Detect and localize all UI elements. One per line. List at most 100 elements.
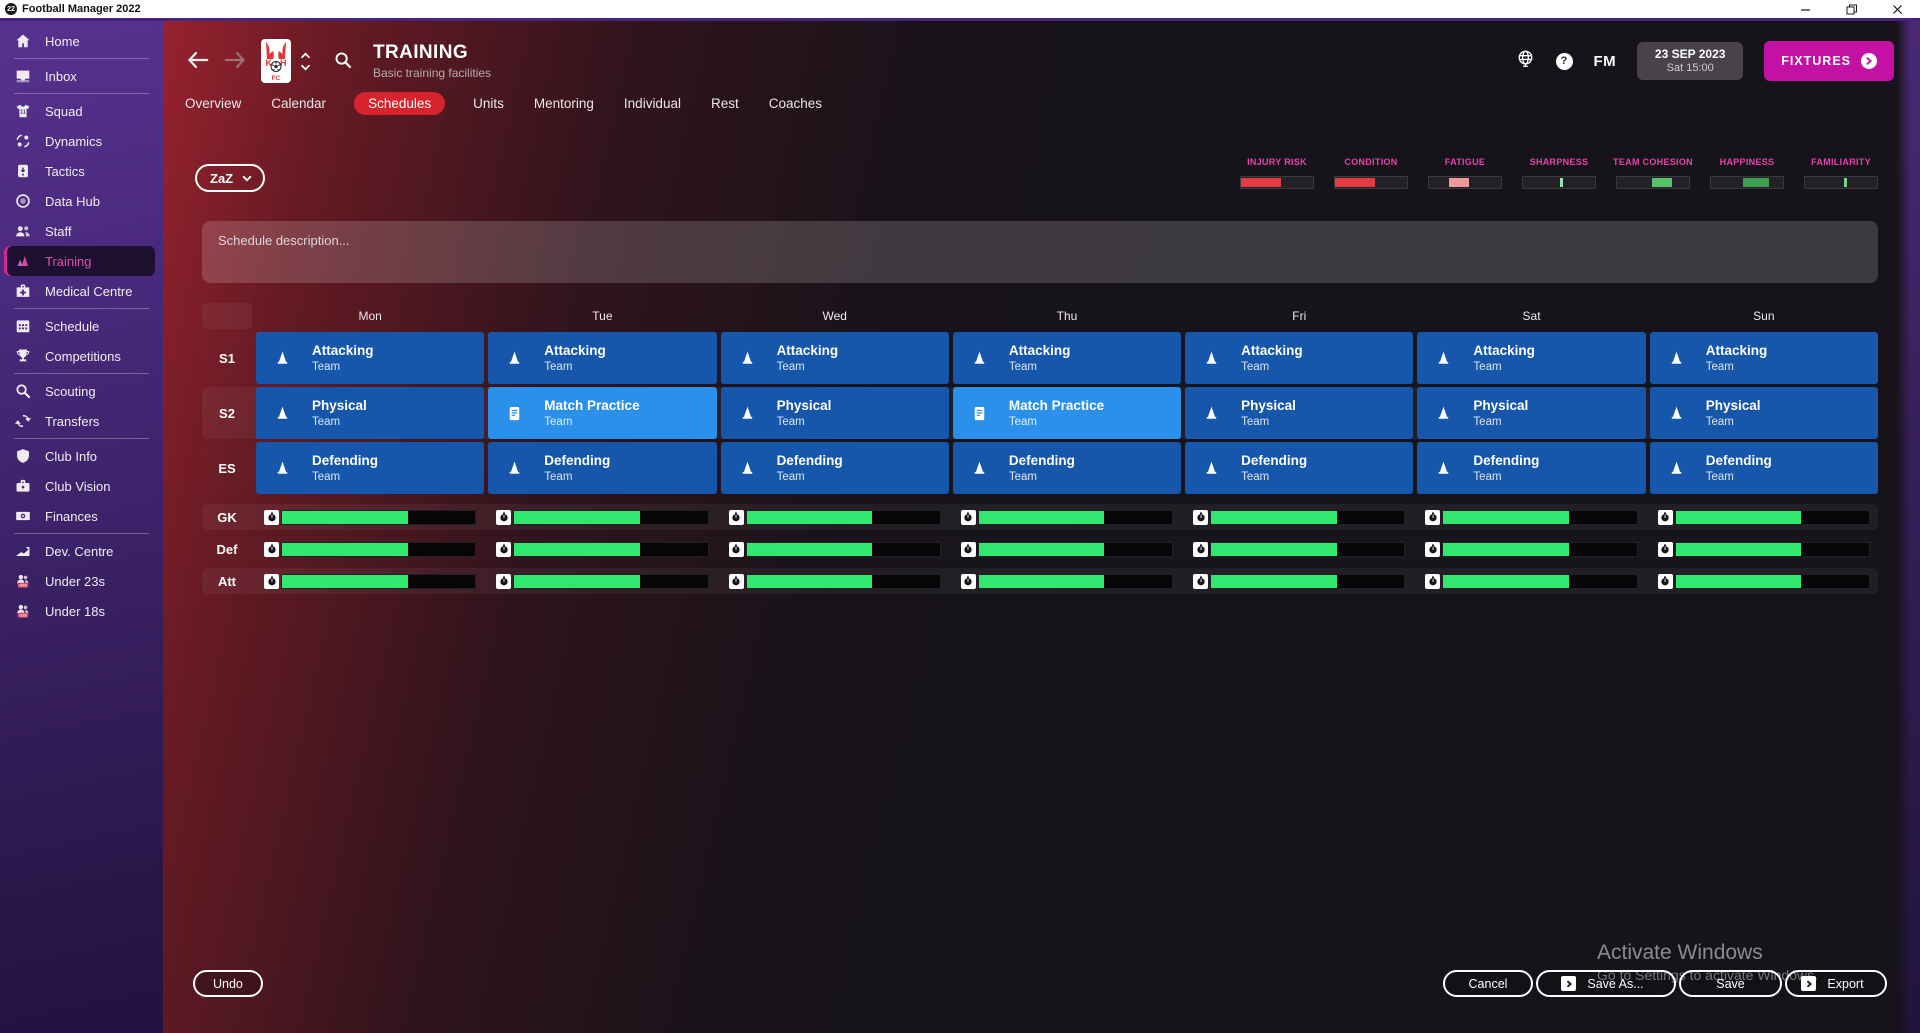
schedule-name-dropdown[interactable]: ZaZ: [195, 164, 266, 192]
sidebar-item-label: Club Info: [45, 448, 98, 464]
sidebar-item-medical-centre[interactable]: Medical Centre: [0, 276, 163, 306]
sidebar-item-under-18s[interactable]: U18 Under 18s: [0, 596, 163, 626]
sidebar-item-club-vision[interactable]: Club Vision: [0, 471, 163, 501]
indicator-label: HAPPINESS: [1719, 157, 1775, 167]
session-cell-s2-mon[interactable]: Physical Team: [256, 387, 485, 439]
session-cell-es-wed[interactable]: Defending Team: [720, 442, 949, 494]
tab-schedules[interactable]: Schedules: [354, 91, 446, 115]
sidebar-item-dev-centre[interactable]: Dev. Centre: [0, 536, 163, 566]
session-cell-s1-sun[interactable]: Attacking Team: [1649, 332, 1878, 384]
tab-coaches[interactable]: Coaches: [768, 95, 823, 111]
export-button[interactable]: Export: [1785, 970, 1887, 997]
session-cell-text: Defending Team: [1473, 453, 1539, 483]
sidebar-item-training[interactable]: Training: [4, 246, 155, 276]
session-cell-s2-wed[interactable]: Physical Team: [720, 387, 949, 439]
sidebar-item-label: Competitions: [45, 348, 121, 364]
help-icon[interactable]: ?: [1555, 52, 1573, 70]
training-schedule-table: Mon Tue Wed Thu Fri Sat Sun S1 Attacking Team Att…: [202, 303, 1878, 600]
minimize-icon[interactable]: [1782, 0, 1828, 18]
indicator-bar: [1804, 176, 1878, 189]
tab-rest[interactable]: Rest: [710, 95, 739, 111]
club-badge[interactable]: K H FC: [261, 39, 291, 83]
sidebar-item-data-hub[interactable]: Data Hub: [0, 186, 163, 216]
tab-individual[interactable]: Individual: [623, 95, 681, 111]
sidebar-item-tactics[interactable]: Tactics: [0, 156, 163, 186]
session-cell-s1-thu[interactable]: Attacking Team: [952, 332, 1182, 384]
session-cell-text: Attacking Team: [777, 343, 839, 373]
workload-track: [282, 542, 476, 556]
session-cell-s1-tue[interactable]: Attacking Team: [488, 332, 717, 384]
search-icon[interactable]: [334, 51, 354, 71]
session-title: Physical: [312, 397, 367, 413]
session-cell-s2-sun[interactable]: Physical Team: [1649, 387, 1878, 439]
cancel-button[interactable]: Cancel: [1443, 970, 1533, 997]
sidebar-item-squad[interactable]: 11 Squad: [0, 96, 163, 126]
workload-track: [746, 510, 940, 524]
sidebar-item-club-info[interactable]: Club Info: [0, 441, 163, 471]
finances-icon: [13, 506, 33, 526]
game-date: 23 SEP 2023: [1654, 46, 1726, 61]
tab-overview[interactable]: Overview: [185, 95, 242, 111]
sidebar-item-dynamics[interactable]: Dynamics: [0, 126, 163, 156]
sidebar-item-staff[interactable]: Staff: [0, 216, 163, 246]
workload-fill: [1443, 510, 1570, 524]
session-cell-s2-fri[interactable]: Physical Team: [1185, 387, 1414, 439]
close-icon[interactable]: [1874, 0, 1920, 18]
fm-logo[interactable]: FM: [1593, 52, 1617, 70]
session-subtitle: Team: [1473, 361, 1502, 374]
sidebar-item-home[interactable]: Home: [0, 26, 163, 56]
sidebar-item-schedule[interactable]: Schedule: [0, 311, 163, 341]
session-cell-s1-mon[interactable]: Attacking Team: [256, 332, 485, 384]
save-button[interactable]: Save: [1679, 970, 1782, 997]
forward-arrow-icon[interactable]: [224, 51, 248, 71]
sidebar-item-finances[interactable]: Finances: [0, 501, 163, 531]
tab-calendar[interactable]: Calendar: [271, 95, 327, 111]
world-icon[interactable]: [1516, 49, 1535, 73]
session-title: Attacking: [776, 342, 839, 358]
session-cell-es-thu[interactable]: Defending Team: [952, 442, 1182, 494]
schedule-description-input[interactable]: Schedule description...: [202, 221, 1878, 283]
game-date-button[interactable]: 23 SEP 2023 Sat 15:00: [1637, 42, 1744, 80]
workload-fill: [978, 542, 1105, 556]
workload-track: [1443, 574, 1637, 588]
indicator-fill: [1241, 178, 1281, 187]
svg-text:U18: U18: [19, 613, 27, 618]
session-subtitle: Team: [312, 416, 341, 429]
team-selector[interactable]: [300, 52, 311, 71]
stopwatch-icon: [496, 541, 512, 557]
session-title: Defending: [1241, 452, 1308, 468]
restore-icon[interactable]: [1828, 0, 1874, 18]
sidebar-item-transfers[interactable]: Transfers: [0, 406, 163, 436]
session-cell-s1-fri[interactable]: Attacking Team: [1185, 332, 1414, 384]
sidebar: Home Inbox 11 Squad Dynamics Tactics Data Hub S…: [0, 21, 163, 1033]
save-as-button[interactable]: Save As...: [1536, 970, 1676, 997]
sidebar-item-inbox[interactable]: Inbox: [0, 61, 163, 91]
session-cell-es-tue[interactable]: Defending Team: [488, 442, 717, 494]
session-cell-s1-wed[interactable]: Attacking Team: [720, 332, 949, 384]
session-cell-s1-sat[interactable]: Attacking Team: [1417, 332, 1646, 384]
workload-track: [746, 574, 940, 588]
session-subtitle: Team: [544, 361, 573, 374]
tab-mentoring[interactable]: Mentoring: [533, 95, 594, 111]
cone-icon: [273, 349, 292, 368]
workload-fill: [978, 574, 1105, 588]
fixtures-button[interactable]: FIXTURES: [1764, 41, 1894, 81]
session-cell-s2-thu[interactable]: Match Practice Team: [952, 387, 1182, 439]
session-cell-es-fri[interactable]: Defending Team: [1185, 442, 1414, 494]
session-cell-es-sun[interactable]: Defending Team: [1649, 442, 1878, 494]
workload-row-label: GK: [217, 509, 237, 525]
back-arrow-icon[interactable]: [187, 51, 211, 71]
devcentre-icon: [13, 541, 33, 561]
undo-button[interactable]: Undo: [193, 970, 263, 997]
sidebar-item-competitions[interactable]: Competitions: [0, 341, 163, 371]
workload-section: GK Def Att: [202, 504, 1878, 594]
session-cell-es-sat[interactable]: Defending Team: [1417, 442, 1646, 494]
session-cell-es-mon[interactable]: Defending Team: [256, 442, 485, 494]
session-cell-s2-sat[interactable]: Physical Team: [1417, 387, 1646, 439]
tab-units[interactable]: Units: [473, 95, 504, 111]
session-cell-s2-tue[interactable]: Match Practice Team: [488, 387, 717, 439]
clubinfo-icon: [13, 446, 33, 466]
sidebar-item-under-23s[interactable]: U23 Under 23s: [0, 566, 163, 596]
indicator-bar: [1616, 176, 1690, 189]
sidebar-item-scouting[interactable]: Scouting: [0, 376, 163, 406]
